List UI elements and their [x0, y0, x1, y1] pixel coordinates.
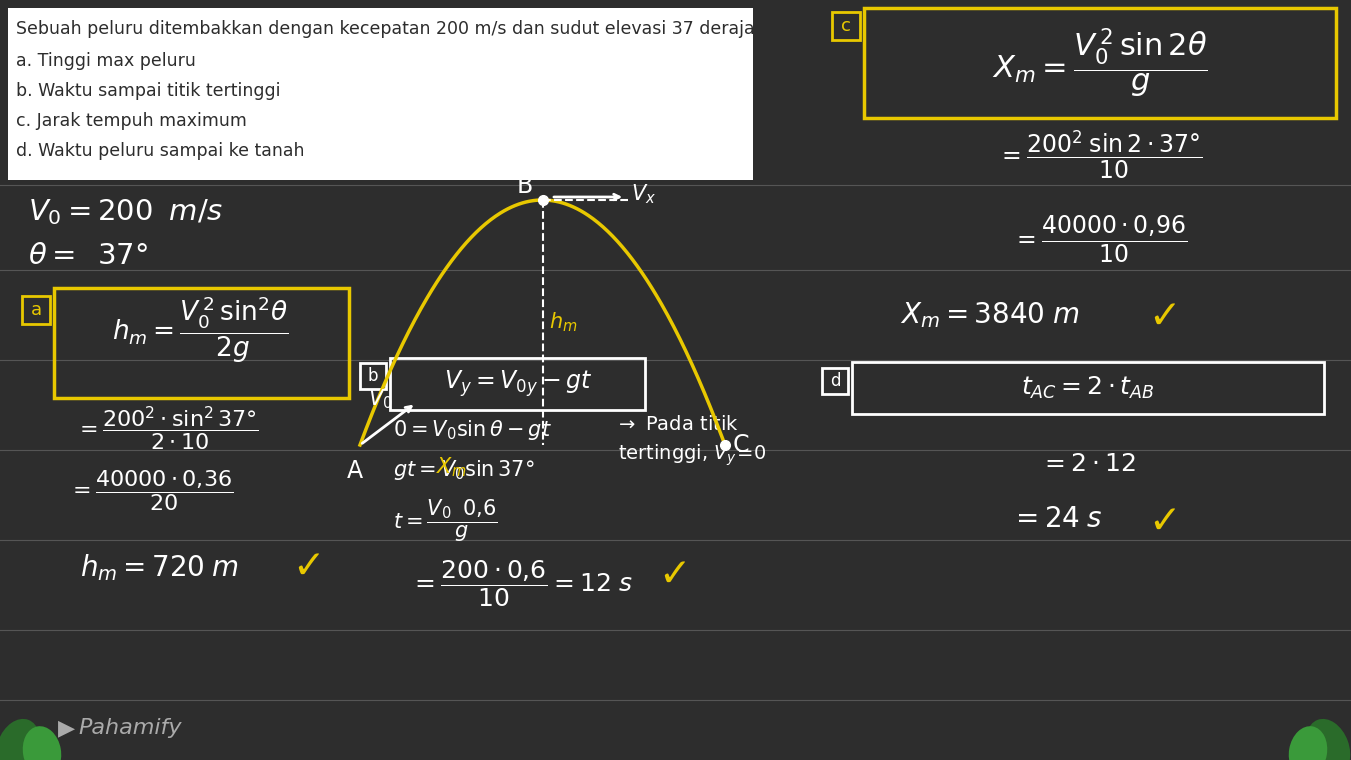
Bar [390, 358, 644, 410]
Bar [22, 296, 50, 324]
Text: tertinggi, $V_y\!=\!0$: tertinggi, $V_y\!=\!0$ [617, 442, 766, 467]
Ellipse shape [23, 727, 61, 760]
Text: b: b [367, 367, 378, 385]
Text: $gt = V_0 \sin 37°$: $gt = V_0 \sin 37°$ [393, 458, 535, 482]
Text: d: d [830, 372, 840, 390]
Ellipse shape [1306, 719, 1350, 760]
Text: $= \dfrac{200^2 \cdot \sin^2 37°}{2 \cdot 10}$: $= \dfrac{200^2 \cdot \sin^2 37°}{2 \cdo… [76, 405, 259, 453]
Text: $X_m = 3840 \; m$: $X_m = 3840 \; m$ [900, 300, 1079, 330]
Text: $h_m = 720 \; m$: $h_m = 720 \; m$ [80, 552, 239, 583]
Text: $t = \dfrac{V_0 \;\; 0{,}6}{g}$: $t = \dfrac{V_0 \;\; 0{,}6}{g}$ [393, 498, 497, 544]
Text: ✓: ✓ [658, 556, 690, 594]
Text: $= \dfrac{40000 \cdot 0{,}36}{20}$: $= \dfrac{40000 \cdot 0{,}36}{20}$ [68, 468, 234, 513]
Text: $= \dfrac{200 \cdot 0{,}6}{10} = 12 \; s$: $= \dfrac{200 \cdot 0{,}6}{10} = 12 \; s… [409, 558, 632, 609]
Text: $= \dfrac{200^2 \; \sin 2 \cdot 37°}{10}$: $= \dfrac{200^2 \; \sin 2 \cdot 37°}{10}… [997, 128, 1202, 181]
Text: $h_m$: $h_m$ [549, 311, 578, 334]
Bar [359, 363, 386, 389]
Ellipse shape [1289, 727, 1327, 760]
Text: b. Waktu sampai titik tertinggi: b. Waktu sampai titik tertinggi [16, 82, 281, 100]
Text: $= 2 \cdot 12$: $= 2 \cdot 12$ [1040, 452, 1136, 476]
Text: $\theta = \;\; 37°$: $\theta = \;\; 37°$ [28, 242, 149, 270]
Text: a. Tinggi max peluru: a. Tinggi max peluru [16, 52, 196, 70]
Text: a: a [31, 301, 42, 319]
Text: c: c [842, 17, 851, 35]
Text: ✓: ✓ [1148, 298, 1181, 336]
Bar [821, 368, 848, 394]
Text: $0 = V_0 \sin\theta - gt$: $0 = V_0 \sin\theta - gt$ [393, 418, 551, 442]
Text: $V_0 = 200 \;\; m/s$: $V_0 = 200 \;\; m/s$ [28, 197, 223, 226]
Text: ▶: ▶ [58, 718, 76, 738]
Text: $h_m = \dfrac{V_0^{\,2}\,\sin^2\!\theta}{2g}$: $h_m = \dfrac{V_0^{\,2}\,\sin^2\!\theta}… [112, 295, 288, 366]
Text: Sebuah peluru ditembakkan dengan kecepatan 200 m/s dan sudut elevasi 37 derajat.: Sebuah peluru ditembakkan dengan kecepat… [16, 20, 836, 38]
Text: $\rightarrow$ Pada titik: $\rightarrow$ Pada titik [615, 415, 739, 434]
Bar [852, 362, 1324, 414]
Text: B: B [517, 174, 534, 198]
Text: C: C [734, 433, 750, 457]
Text: $V_0$: $V_0$ [367, 387, 393, 410]
Bar [832, 12, 861, 40]
Text: d. Waktu peluru sampai ke tanah: d. Waktu peluru sampai ke tanah [16, 142, 304, 160]
Text: $X_m$: $X_m$ [436, 455, 467, 479]
Text: $V_y = V_{0y} - gt$: $V_y = V_{0y} - gt$ [443, 369, 592, 399]
Text: $X_m = \dfrac{V_0^{\,2}\,\sin 2\theta}{g}$: $X_m = \dfrac{V_0^{\,2}\,\sin 2\theta}{g… [992, 27, 1208, 100]
Bar [8, 8, 753, 180]
Bar [54, 288, 349, 398]
Text: $= 24 \; s$: $= 24 \; s$ [1011, 505, 1102, 533]
Text: ✓: ✓ [1148, 503, 1181, 541]
Text: A: A [347, 459, 363, 483]
Text: Pahamify: Pahamify [78, 718, 181, 738]
Text: $= \dfrac{40000 \cdot 0{,}96}{10}$: $= \dfrac{40000 \cdot 0{,}96}{10}$ [1012, 215, 1188, 265]
Text: $t_{AC} = 2 \cdot t_{AB}$: $t_{AC} = 2 \cdot t_{AB}$ [1021, 375, 1155, 401]
Ellipse shape [0, 719, 41, 760]
Text: $V_x$: $V_x$ [631, 182, 657, 206]
Bar [865, 8, 1336, 118]
Text: ✓: ✓ [292, 548, 324, 586]
Text: c. Jarak tempuh maximum: c. Jarak tempuh maximum [16, 112, 247, 130]
